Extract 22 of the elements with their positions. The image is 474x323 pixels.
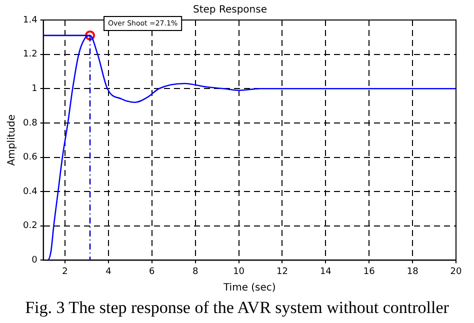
x-tick-label: 18: [406, 266, 419, 277]
y-tick-label: 0.4: [22, 186, 38, 197]
x-tick-label: 6: [149, 266, 156, 277]
y-tick-label: 1.2: [22, 50, 38, 60]
y-tick-label: 0: [32, 256, 38, 266]
y-tick-label: 0.2: [22, 221, 38, 232]
y-axis-title: Amplitude: [6, 114, 18, 166]
x-tick-label: 20: [450, 266, 462, 277]
x-tick-label: 16: [363, 266, 376, 277]
caption: Fig. 3 The step response of the AVR system without controller: [24, 298, 450, 318]
x-tick-label: 12: [276, 266, 288, 277]
x-tick-label: 2: [62, 266, 68, 277]
y-tick-label: 0.8: [22, 118, 38, 128]
y-tick-label: 0.6: [22, 152, 38, 163]
x-axis-title: Time (sec): [222, 282, 276, 294]
chart-title: Step Response: [193, 4, 267, 16]
x-tick-label: 8: [192, 266, 198, 277]
y-tick-label: 1: [32, 84, 38, 94]
y-tick-label: 1.4: [22, 15, 38, 26]
x-tick-label: 10: [233, 266, 245, 277]
x-tick-label: 4: [106, 266, 112, 277]
x-tick-label: 14: [320, 266, 332, 277]
